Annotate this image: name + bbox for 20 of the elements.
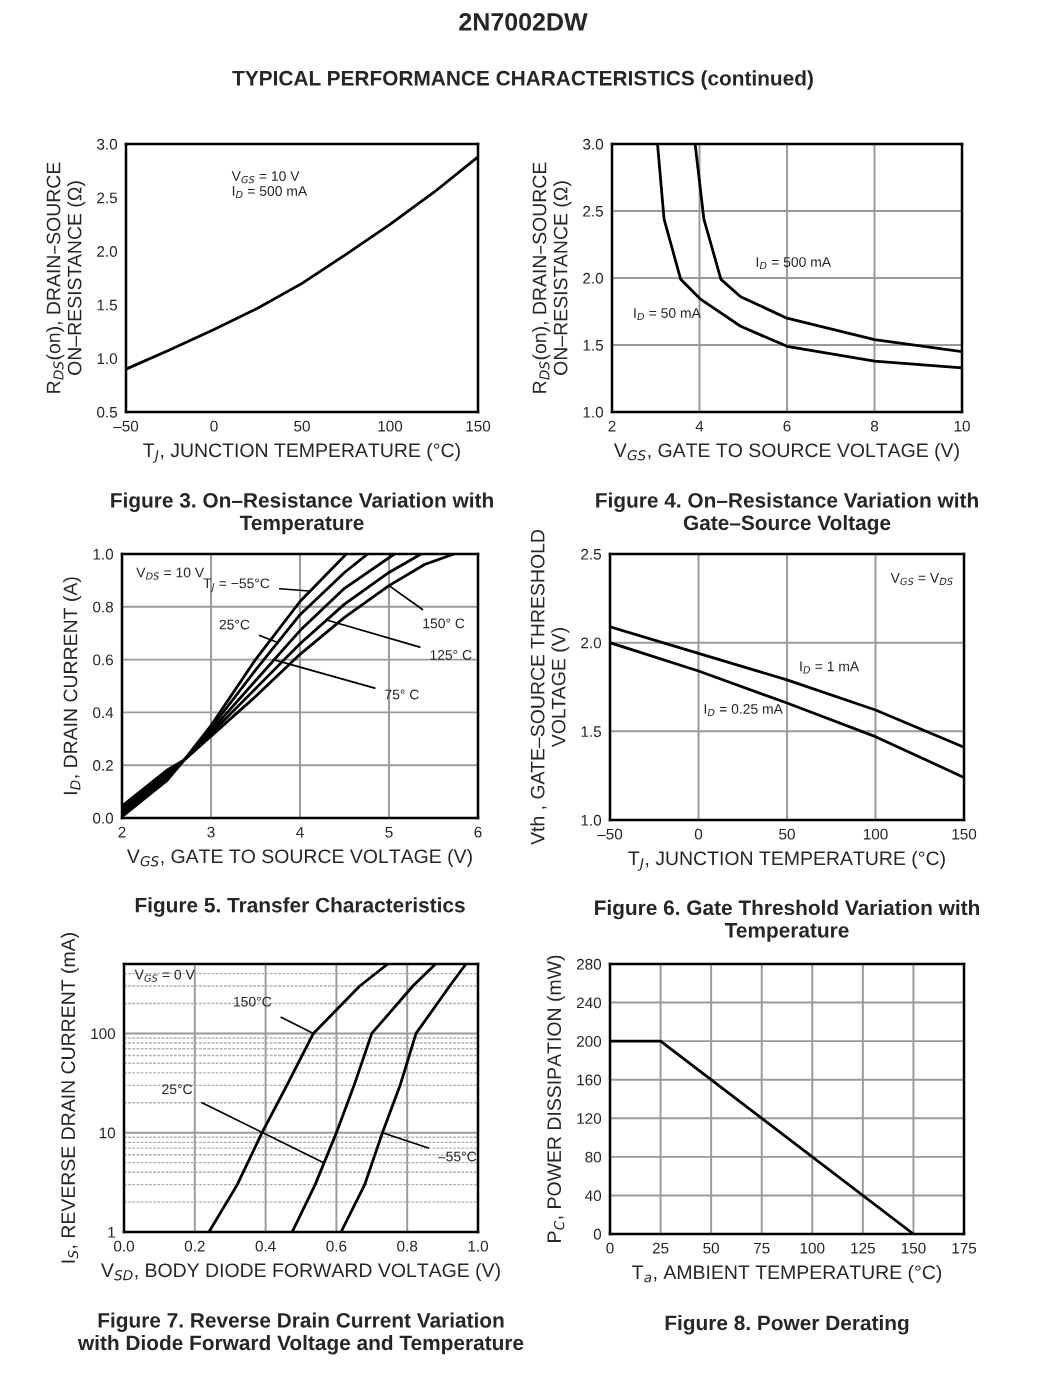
y-axis-title: I$_{S}$, REVERSE DRAIN CURRENT (mA) bbox=[60, 933, 79, 1263]
x-axis-title: V$_{SD}$, BODY DIODE FORWARD VOLTAGE (V) bbox=[101, 1262, 500, 1282]
x-axis-title: V$_{GS}$, GATE TO SOURCE VOLTAGE (V) bbox=[613, 442, 959, 462]
text: TYPICAL PERFORMANCE CHARACTERISTICS (continued) bbox=[232, 70, 813, 90]
x-axis-title: V$_{GS}$, GATE TO SOURCE VOLTAGE (V) bbox=[126, 848, 472, 868]
caption: Figure 4. On–Resistance Variation with Gate–Source Voltage bbox=[596, 492, 978, 535]
caption: Figure 5. Transfer Characteristics bbox=[135, 897, 465, 917]
y-axis-title: Vth , GATE–SOURCE THRESHOLD VOLTAGE (V) bbox=[530, 529, 570, 845]
caption: Figure 6. Gate Threshold Variation with Temperature bbox=[595, 899, 980, 942]
y-axis-title: P$_{C}$, POWER DISSIPATION (mW) bbox=[546, 955, 565, 1242]
x-axis-title: T$_{J}$, JUNCTION TEMPERATURE (°C) bbox=[143, 442, 460, 463]
caption: Figure 3. On–Resistance Variation with Temperature bbox=[111, 492, 493, 535]
x-axis-title: T$_{J}$, JUNCTION TEMPERATURE (°C) bbox=[628, 850, 945, 871]
caption: Figure 7. Reverse Drain Current Variation with Diode Forward Voltage and Temperature bbox=[77, 1312, 524, 1355]
chart-title: 2N7002DW bbox=[459, 13, 588, 31]
y-axis-title: I$_{D}$, DRAIN CURRENT (A) bbox=[63, 577, 82, 795]
y-axis-title: R$_{DS}$(on), DRAIN–SOURCE ON–RESISTANCE (Ω) bbox=[46, 162, 86, 393]
x-axis-title: T$_{a}$, AMBIENT TEMPERATURE (°C) bbox=[632, 1264, 942, 1284]
caption: Figure 8. Power Derating bbox=[665, 1315, 909, 1335]
y-axis-title: R$_{DS}$(on), DRAIN–SOURCE ON–RESISTANCE (Ω) bbox=[532, 162, 572, 393]
